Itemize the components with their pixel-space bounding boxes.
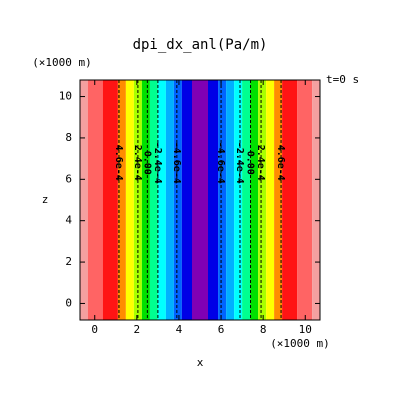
contour-band bbox=[181, 80, 192, 320]
contour-band bbox=[242, 80, 251, 320]
y-tick-label: 10 bbox=[59, 90, 72, 103]
contour-band bbox=[125, 80, 134, 320]
y-tick-label: 8 bbox=[65, 131, 72, 144]
contour-band bbox=[282, 80, 298, 320]
contour-band bbox=[117, 80, 126, 320]
contour-band bbox=[102, 80, 118, 320]
contour-band bbox=[250, 80, 259, 320]
contour-band bbox=[234, 80, 243, 320]
x-tick-label: 0 bbox=[91, 323, 98, 336]
y-unit: (×1000 m) bbox=[32, 56, 92, 69]
x-axis-label: x bbox=[197, 356, 204, 369]
contour-band bbox=[297, 80, 313, 320]
contour-label: -4.6e-4 bbox=[171, 142, 182, 184]
contour-band bbox=[218, 80, 227, 320]
contour-label: 4.6e-4 bbox=[113, 145, 124, 181]
x-tick-label: 4 bbox=[176, 323, 183, 336]
y-tick-label: 2 bbox=[65, 255, 72, 268]
x-tick-label: 6 bbox=[218, 323, 225, 336]
contour-band bbox=[208, 80, 219, 320]
contour-band bbox=[258, 80, 267, 320]
chart-title: dpi_dx_anl(Pa/m) bbox=[133, 37, 268, 53]
contour-label: 0.00 bbox=[245, 151, 256, 175]
contour-band bbox=[87, 80, 103, 320]
contour-band bbox=[157, 80, 166, 320]
contour-band bbox=[173, 80, 182, 320]
contour-band bbox=[165, 80, 174, 320]
contour-band bbox=[192, 80, 208, 320]
contour-band bbox=[226, 80, 235, 320]
contour-band bbox=[274, 80, 283, 320]
contour-band bbox=[312, 80, 320, 320]
y-axis-label: z bbox=[42, 193, 49, 206]
contour-band bbox=[141, 80, 150, 320]
contour-label: 2.4e-4 bbox=[255, 145, 266, 181]
contour-label: 4.6e-4 bbox=[275, 145, 286, 181]
contour-band bbox=[80, 80, 88, 320]
contour-label: 0.00 bbox=[141, 151, 152, 175]
contour-label: -2.4e-4 bbox=[234, 142, 245, 184]
x-tick-label: 10 bbox=[299, 323, 312, 336]
time-label: t=0 s bbox=[326, 73, 359, 86]
contour-label: -2.4e-4 bbox=[152, 142, 163, 184]
x-unit: (×1000 m) bbox=[270, 337, 330, 350]
plot-frame bbox=[79, 79, 321, 321]
contour-label: 2.4e-4 bbox=[132, 145, 143, 181]
contour-label: -4.6e-4 bbox=[215, 142, 226, 184]
x-tick-label: 2 bbox=[134, 323, 141, 336]
x-tick-label: 8 bbox=[260, 323, 267, 336]
y-tick-label: 4 bbox=[65, 214, 72, 227]
contour-band bbox=[149, 80, 158, 320]
y-tick-label: 6 bbox=[65, 172, 72, 185]
contour-band bbox=[266, 80, 275, 320]
y-tick-label: 0 bbox=[65, 296, 72, 309]
